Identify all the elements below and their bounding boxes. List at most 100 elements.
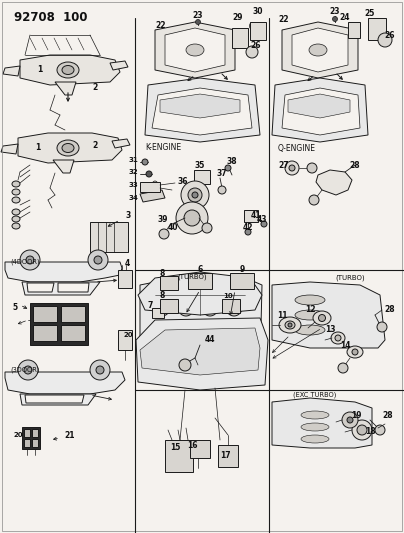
Bar	[30, 303, 88, 345]
Text: 15: 15	[170, 443, 180, 453]
Circle shape	[188, 188, 202, 202]
Polygon shape	[138, 272, 262, 315]
Text: 43: 43	[257, 215, 267, 224]
Polygon shape	[18, 133, 122, 163]
Circle shape	[196, 20, 200, 25]
Circle shape	[142, 159, 148, 165]
Bar	[348, 22, 360, 38]
Polygon shape	[140, 190, 165, 202]
Text: 20: 20	[123, 332, 133, 338]
Polygon shape	[288, 94, 350, 118]
Text: 28: 28	[350, 160, 360, 169]
Ellipse shape	[318, 314, 326, 321]
Polygon shape	[55, 82, 76, 95]
Text: 22: 22	[155, 21, 166, 30]
Text: 22: 22	[278, 15, 288, 25]
Text: 38: 38	[227, 157, 237, 166]
Bar	[165, 440, 193, 472]
Text: 8: 8	[159, 292, 165, 301]
Ellipse shape	[347, 346, 363, 358]
Circle shape	[179, 359, 191, 371]
Text: K-ENGINE: K-ENGINE	[145, 143, 181, 152]
Bar	[190, 440, 210, 458]
Ellipse shape	[177, 294, 195, 316]
Ellipse shape	[313, 311, 331, 325]
Circle shape	[375, 425, 385, 435]
Bar	[244, 210, 258, 222]
Circle shape	[146, 171, 152, 177]
Polygon shape	[165, 28, 225, 72]
Text: 21: 21	[65, 431, 75, 440]
Polygon shape	[112, 139, 130, 148]
Circle shape	[338, 363, 348, 373]
Circle shape	[176, 202, 208, 234]
Ellipse shape	[57, 140, 79, 156]
Polygon shape	[140, 282, 262, 372]
Text: 42: 42	[243, 223, 253, 232]
Polygon shape	[53, 160, 74, 173]
Text: 39: 39	[158, 215, 168, 224]
Ellipse shape	[295, 310, 325, 320]
Polygon shape	[272, 398, 372, 448]
Circle shape	[246, 46, 258, 58]
Circle shape	[225, 165, 231, 171]
Text: (TURBO): (TURBO)	[177, 274, 207, 280]
Circle shape	[378, 33, 392, 47]
Bar	[160, 276, 178, 290]
Bar	[32, 439, 38, 447]
Polygon shape	[292, 28, 348, 72]
Text: 5: 5	[13, 303, 18, 312]
Circle shape	[309, 195, 319, 205]
Circle shape	[218, 186, 226, 194]
Ellipse shape	[288, 323, 292, 327]
Ellipse shape	[335, 335, 341, 341]
Polygon shape	[58, 283, 89, 292]
Circle shape	[261, 221, 267, 227]
Ellipse shape	[295, 325, 325, 335]
Polygon shape	[152, 88, 252, 135]
Ellipse shape	[12, 216, 20, 222]
Circle shape	[332, 17, 337, 21]
Text: 30: 30	[253, 7, 263, 17]
Ellipse shape	[12, 223, 20, 229]
Text: 1: 1	[36, 143, 41, 152]
Circle shape	[26, 256, 34, 264]
Text: 24: 24	[340, 13, 350, 22]
Text: 40: 40	[168, 223, 178, 232]
Circle shape	[184, 210, 200, 226]
Circle shape	[96, 366, 104, 374]
Text: 41: 41	[251, 211, 261, 220]
Circle shape	[347, 417, 353, 423]
Polygon shape	[155, 22, 235, 78]
Bar	[22, 427, 40, 449]
Circle shape	[20, 250, 40, 270]
Bar	[368, 18, 386, 40]
Polygon shape	[316, 170, 352, 195]
Bar	[118, 330, 132, 350]
Circle shape	[357, 425, 367, 435]
Circle shape	[90, 360, 110, 380]
Ellipse shape	[301, 411, 329, 419]
Ellipse shape	[331, 332, 345, 344]
Text: 19: 19	[351, 410, 361, 419]
Circle shape	[342, 412, 358, 428]
Bar	[222, 299, 240, 313]
Bar	[24, 439, 30, 447]
Text: 26: 26	[385, 30, 395, 39]
Circle shape	[24, 366, 32, 374]
Circle shape	[352, 420, 372, 440]
Circle shape	[192, 192, 198, 198]
Polygon shape	[5, 372, 125, 394]
Bar	[250, 22, 266, 40]
Text: 18: 18	[365, 427, 375, 437]
Ellipse shape	[279, 317, 301, 333]
Polygon shape	[3, 66, 20, 76]
Ellipse shape	[225, 294, 243, 316]
Text: 2: 2	[93, 84, 98, 93]
Ellipse shape	[285, 321, 295, 329]
Text: 26: 26	[251, 41, 261, 50]
Bar	[188, 273, 212, 289]
Circle shape	[94, 256, 102, 264]
Text: 9: 9	[240, 265, 245, 274]
Text: 31: 31	[128, 157, 138, 163]
